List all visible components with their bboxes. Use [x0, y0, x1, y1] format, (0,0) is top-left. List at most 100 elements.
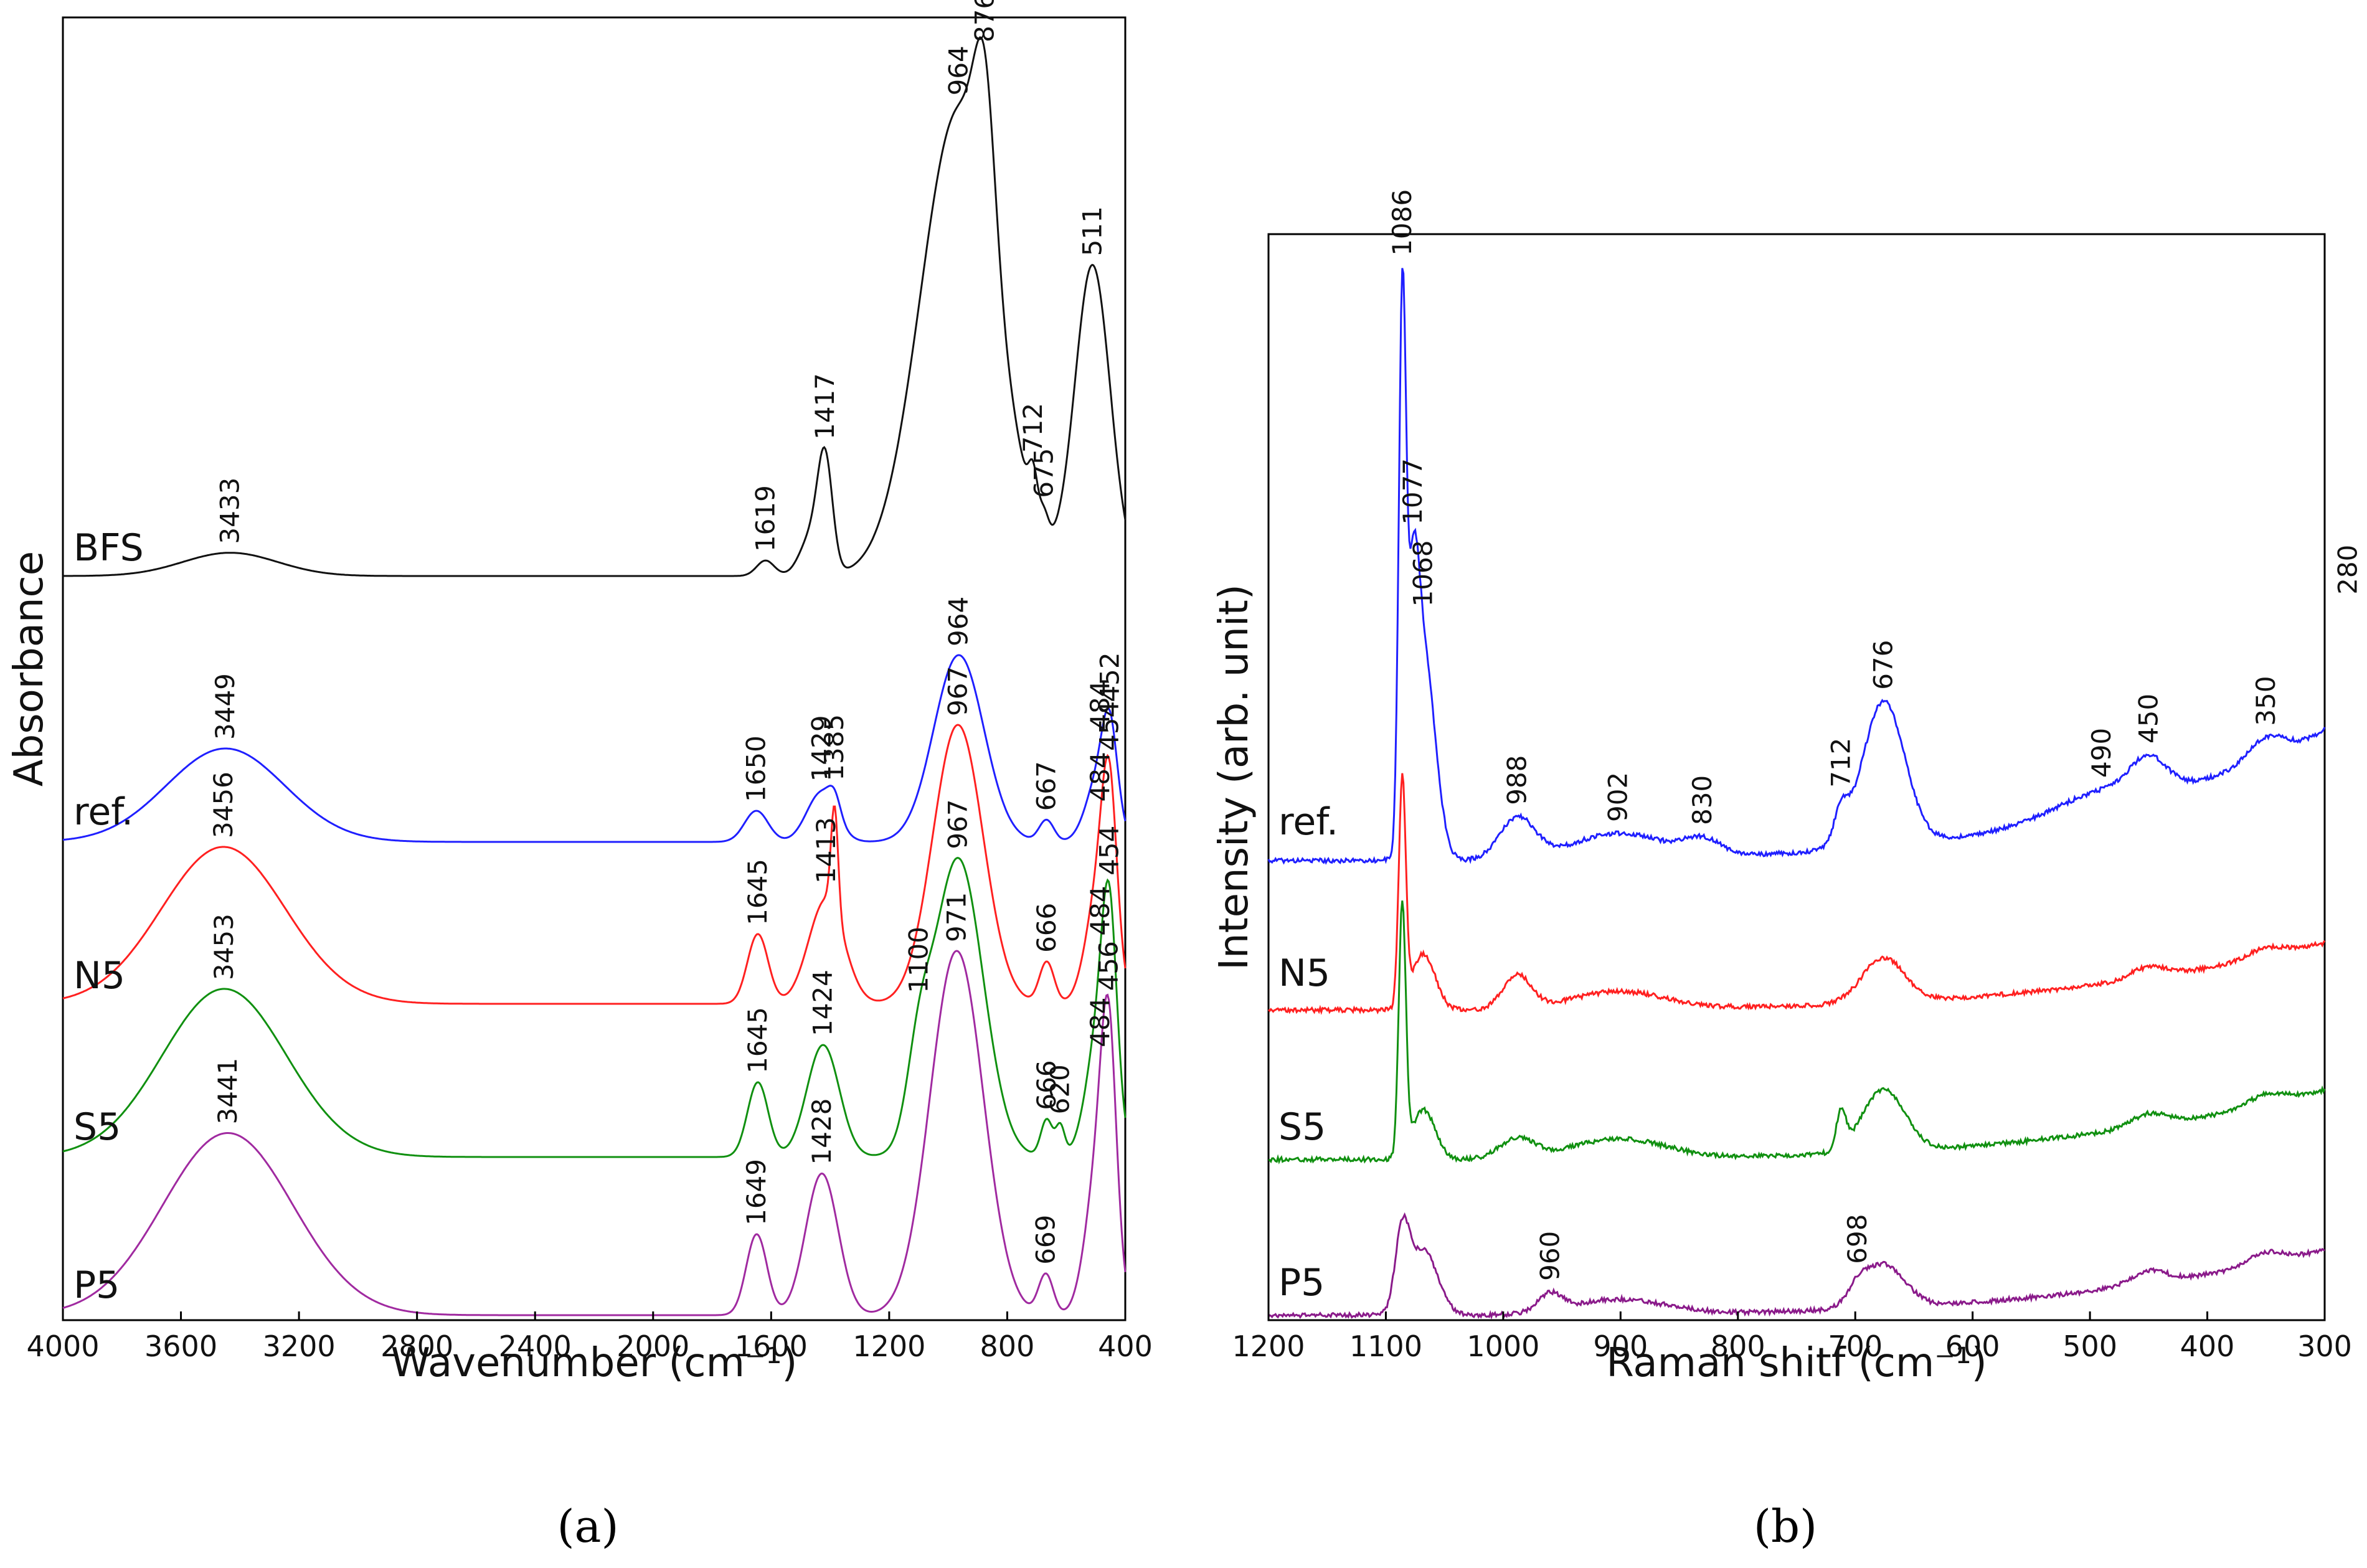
peak-label: 454 [1094, 826, 1124, 876]
panel-b-x-ticks: 1200 1100 1000 900 800 700 600 500 400 300 [1232, 1311, 2352, 1363]
x-tick-label: 2000 [617, 1329, 689, 1363]
peak-label: 484 [1085, 681, 1115, 730]
series-name-label: S5 [73, 1105, 121, 1149]
peak-label: 712 [1826, 738, 1856, 788]
x-tick-label: 1600 [735, 1329, 808, 1363]
peak-label: 484 [1085, 752, 1115, 801]
peak-label: 452 [1094, 652, 1125, 702]
panel-a-frame [62, 16, 1127, 1321]
x-tick-label: 800 [1711, 1329, 1765, 1363]
x-tick-label: 1200 [1232, 1329, 1305, 1363]
x-tick-label: 300 [2297, 1329, 2352, 1363]
peak-label: 350 [2251, 676, 2281, 725]
peak-label: 830 [1687, 775, 1717, 825]
peak-label: 967 [942, 666, 973, 716]
x-tick-label: 2800 [380, 1329, 453, 1363]
x-tick-label: 500 [2062, 1329, 2117, 1363]
panel-b-raman-chart: ref. 1086 1077 1068 988 902 830 712 676 490 450 350… [1211, 189, 2363, 1552]
series-name-label: ref. [1278, 800, 1338, 844]
peak-label: 620 [1045, 1064, 1075, 1114]
peak-label: 971 [941, 892, 971, 942]
peak-label: 511 [1077, 206, 1107, 256]
series-line-ref [1267, 268, 2326, 865]
peak-label: 964 [943, 45, 974, 95]
peak-label: 484 [1085, 998, 1115, 1047]
series-name-label: P5 [1278, 1261, 1325, 1305]
peak-label: 666 [1031, 1060, 1062, 1110]
panel-b-series-group: ref. 1086 1077 1068 988 902 830 712 676 490 450 350… [1267, 189, 2363, 1320]
peak-label: 3453 [209, 914, 239, 980]
peak-label: 712 [1018, 403, 1048, 453]
x-tick-label: 1100 [1349, 1329, 1422, 1363]
peak-label: 1077 [1397, 458, 1428, 525]
series-line-S5 [1268, 900, 2326, 1164]
x-tick-label: 1200 [853, 1329, 925, 1363]
peak-label: 1424 [808, 970, 838, 1036]
peak-label: 667 [1031, 761, 1062, 811]
peak-label: 1413 [811, 817, 841, 884]
peak-label: 666 [1031, 903, 1062, 953]
x-tick-label: 900 [1593, 1329, 1648, 1363]
peak-label: 1086 [1387, 189, 1417, 256]
series-line-P5 [1267, 1212, 2325, 1320]
series-name-label: ref. [73, 790, 133, 834]
peak-label: 1650 [741, 735, 772, 802]
x-tick-label: 3200 [263, 1329, 336, 1363]
panel-a-x-ticks: 4000 3600 3200 2800 2400 2000 1600 1200 800 400 [26, 1311, 1153, 1363]
panel-a-x-axis-title: Wavenumber (cm⁻¹) [391, 1340, 798, 1386]
series-name-label: N5 [73, 954, 125, 998]
panel-a-label: (a) [557, 1500, 618, 1552]
peak-label: 669 [1031, 1215, 1061, 1265]
panel-a-y-axis-title: Absorbance [6, 551, 52, 786]
peak-label: 967 [942, 799, 973, 849]
panel-b-y-axis-title: Intensity (arb. unit) [1211, 584, 1257, 970]
peak-label: 3449 [210, 673, 240, 740]
peak-label: 1645 [742, 1007, 773, 1074]
peak-label: 280 [2333, 545, 2363, 595]
peak-label: 960 [1534, 1231, 1565, 1281]
series-name-label: N5 [1278, 952, 1330, 995]
series-name-label: BFS [73, 526, 144, 570]
peak-label: 1649 [741, 1159, 772, 1226]
peak-label: 1417 [810, 373, 840, 440]
x-tick-label: 1000 [1467, 1329, 1539, 1363]
peak-label: 902 [1603, 772, 1633, 822]
x-tick-label: 600 [1945, 1329, 2000, 1363]
series-line-P5 [62, 950, 1127, 1316]
peak-label: 964 [943, 597, 974, 646]
peak-label: 454 [1094, 701, 1124, 751]
peak-label: 1429 [806, 715, 836, 782]
peak-label: 450 [2133, 694, 2163, 744]
peak-label: 3433 [215, 478, 245, 544]
series-name-label: P5 [73, 1263, 120, 1307]
x-tick-label: 400 [1098, 1329, 1153, 1363]
peak-label: 456 [1094, 941, 1124, 991]
x-tick-label: 400 [2180, 1329, 2235, 1363]
peak-label: 676 [1868, 640, 1898, 690]
series-line-S5 [62, 857, 1127, 1158]
peak-label: 698 [1842, 1214, 1873, 1264]
panel-b-frame [1267, 233, 2326, 1321]
peak-label: 1645 [742, 859, 773, 925]
peak-label: 1100 [903, 927, 933, 993]
peak-label: 1068 [1408, 541, 1439, 607]
peak-label: 3441 [212, 1058, 243, 1125]
x-tick-label: 3600 [144, 1329, 217, 1363]
peak-label: 1385 [819, 714, 849, 781]
peak-label: 484 [1085, 886, 1115, 935]
series-line-N5 [1267, 773, 2326, 1016]
peak-label: 1428 [806, 1098, 837, 1165]
peak-label: 988 [1502, 755, 1533, 805]
peak-label: 876 [969, 0, 999, 42]
series-line-ref [62, 654, 1127, 843]
series-line-N5 [62, 724, 1127, 1005]
x-tick-label: 2400 [499, 1329, 572, 1363]
panel-b-label: (b) [1754, 1500, 1817, 1552]
peak-label: 1619 [750, 485, 780, 552]
peak-label: 3456 [208, 772, 239, 838]
x-tick-label: 700 [1828, 1329, 1883, 1363]
series-name-label: S5 [1278, 1105, 1326, 1149]
peak-label: 675 [1029, 448, 1059, 498]
